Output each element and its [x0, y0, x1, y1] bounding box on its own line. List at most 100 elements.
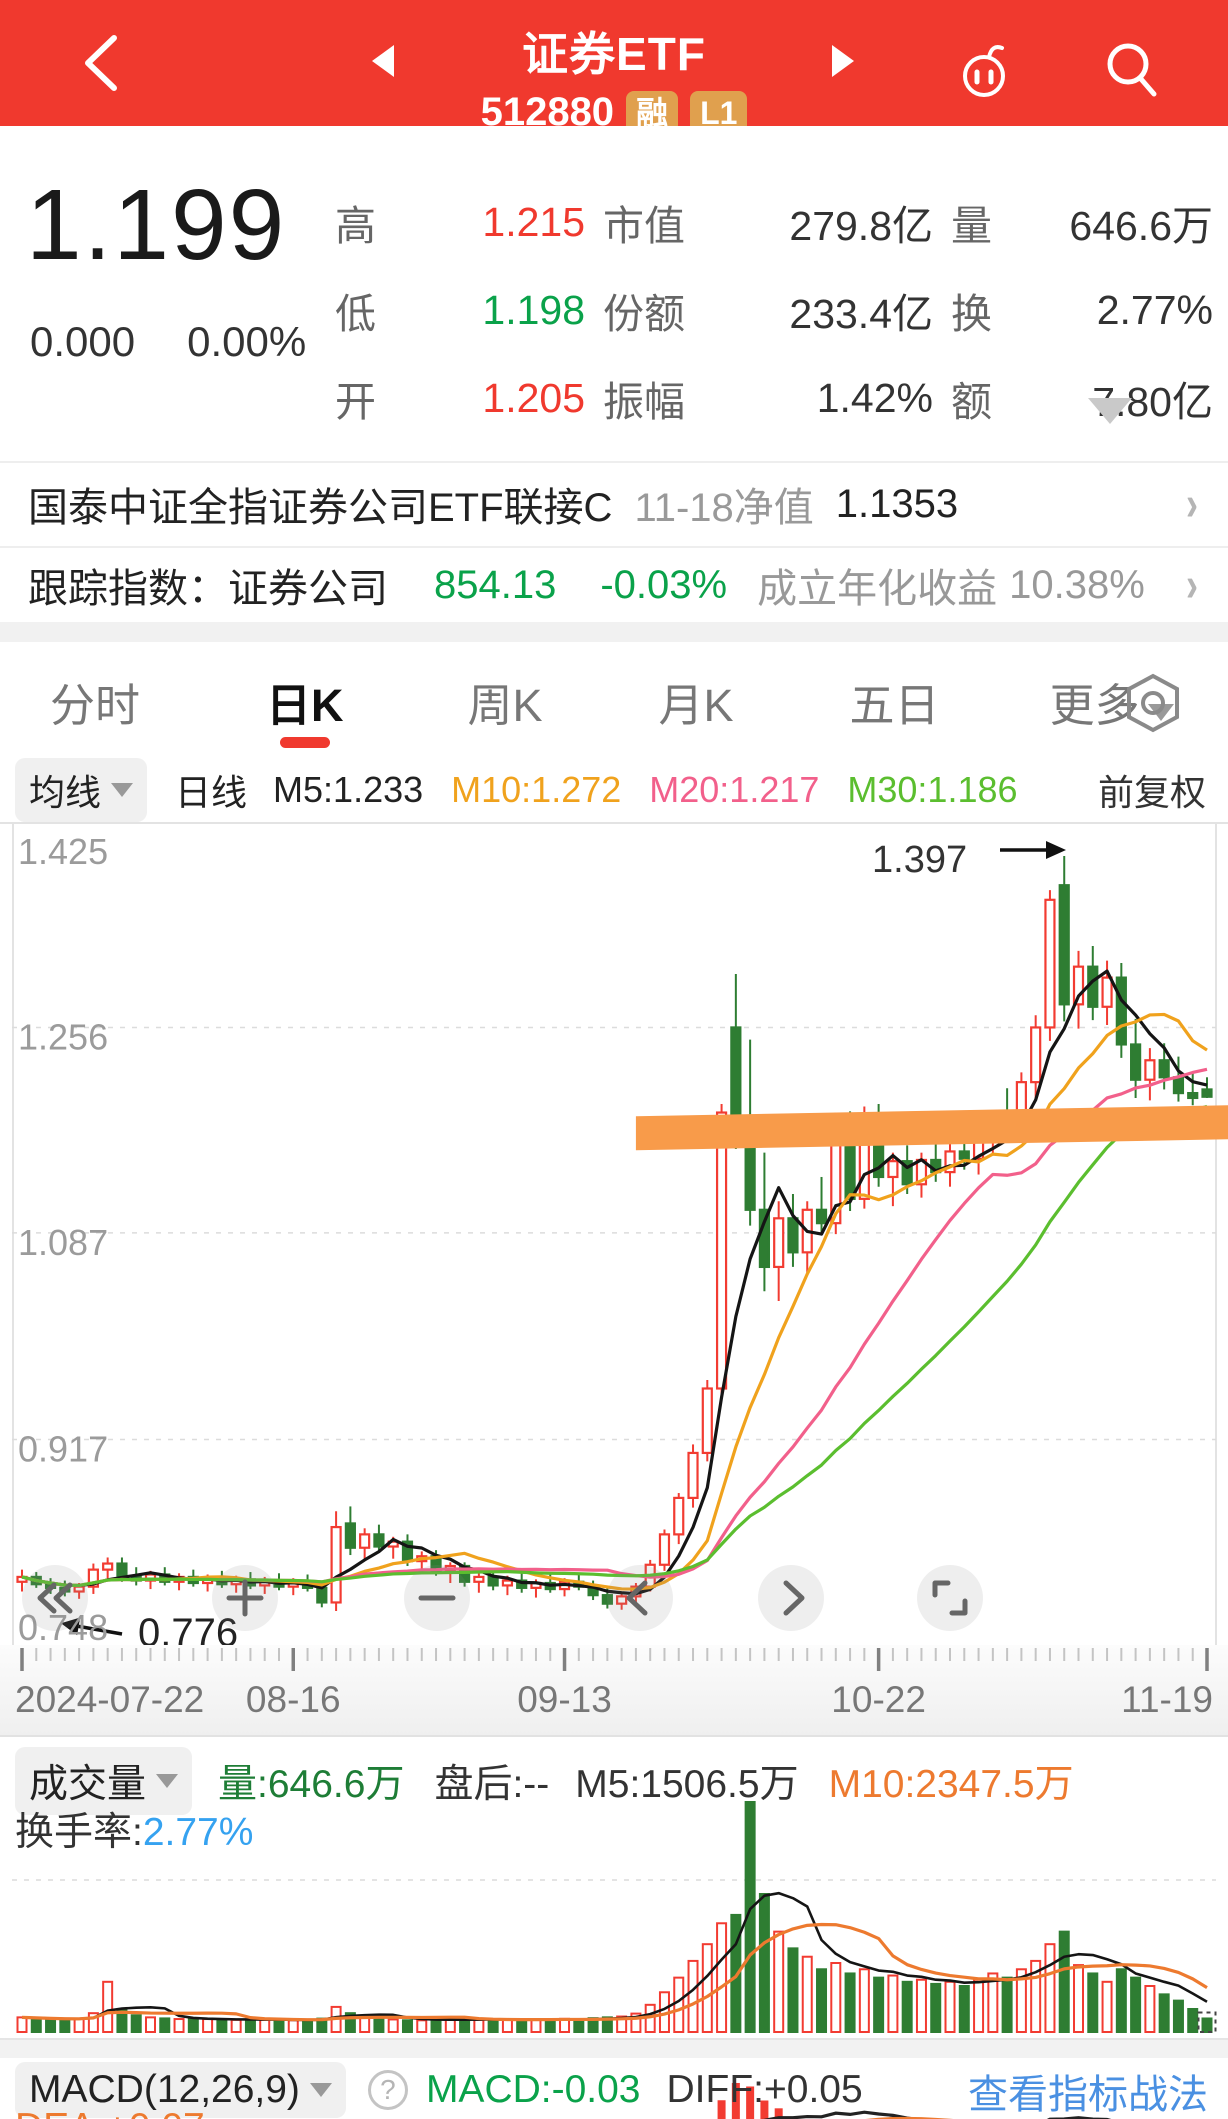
stat-value: 1.215 — [482, 198, 585, 245]
svg-text:1.256: 1.256 — [18, 1016, 108, 1057]
robot-assistant-icon[interactable] — [948, 36, 1020, 102]
period-tabs: 分时 日K 周K 月K 五日 更多 — [0, 642, 1228, 760]
fund-nav-label: 11-18净值 — [634, 486, 814, 530]
svg-text:0.776: 0.776 — [138, 1611, 238, 1645]
adjust-mode-button[interactable]: 前复权 — [1097, 772, 1206, 813]
app-header: 证券ETF 512880 融 L1 — [0, 0, 1228, 135]
chart-settings-icon[interactable] — [1118, 668, 1188, 749]
quote-panel: 1.199 0.000 0.00% 高 1.215 市值 279.8亿量 646.6万低 1… — [0, 126, 1228, 460]
ma-selector-chip[interactable]: 均线 — [15, 758, 148, 822]
svg-text:0.917: 0.917 — [18, 1429, 108, 1470]
tab-weekly-k[interactable]: 周K — [467, 679, 543, 731]
stat-item: 高 1.215 — [335, 192, 585, 252]
macd-header: MACD(12,26,9) ? MACD:-0.03 DIFF:+0.05 — [15, 2062, 863, 2118]
stat-value: 233.4亿 — [789, 291, 933, 337]
svg-text:1.087: 1.087 — [18, 1222, 108, 1263]
x-label: 2024-07-22 — [15, 1679, 205, 1720]
page-title: 证券ETF — [522, 28, 706, 80]
stat-item: 换 2.77% — [951, 280, 1213, 340]
change-percent: 0.00% — [187, 318, 307, 365]
tab-monthly-k[interactable]: 月K — [658, 679, 734, 731]
stat-label: 高 — [335, 203, 376, 249]
svg-text:1.425: 1.425 — [18, 831, 108, 872]
back-icon[interactable] — [78, 32, 122, 94]
after-hours-volume: 盘后:-- — [434, 1763, 550, 1806]
stat-value: 1.205 — [482, 374, 585, 421]
prev-stock-icon[interactable] — [372, 45, 394, 77]
stat-value: 2.77% — [1096, 286, 1213, 333]
tracking-label: 跟踪指数： — [28, 567, 228, 611]
zoom-in-button[interactable] — [212, 1565, 278, 1631]
stat-item: 量 646.6万 — [951, 192, 1213, 252]
search-icon[interactable] — [1100, 36, 1166, 102]
stat-value: 279.8亿 — [789, 203, 933, 249]
expand-stats-icon[interactable] — [1088, 398, 1132, 424]
volume-ma5: M5:1506.5万 — [575, 1763, 799, 1806]
ma10-value: M10:1.272 — [451, 769, 622, 810]
turnover-label: 换手率: — [15, 1811, 143, 1854]
fund-name: 国泰中证全指证券公司ETF联接C — [28, 486, 613, 530]
x-axis: 2024-07-22 08-16 09-13 10-22 11-19 — [0, 1645, 1228, 1737]
stat-label: 量 — [951, 203, 992, 249]
tracking-index-row[interactable]: 跟踪指数： 证券公司 854.13 -0.03% 成立年化收益 10.38% › — [0, 546, 1228, 622]
annual-return-label: 成立年化收益 — [757, 567, 998, 611]
fund-link-row[interactable]: 国泰中证全指证券公司ETF联接C 11-18净值 1.1353 › — [0, 461, 1228, 545]
stat-item: 份额 233.4亿 — [603, 280, 933, 340]
axis-ticks — [20, 1648, 1209, 1671]
tracking-value: 854.13 — [434, 562, 557, 607]
volume-value: 量:646.6万 — [218, 1763, 405, 1806]
ma-period-label: 日线 — [175, 772, 248, 813]
stat-item: 开 1.205 — [335, 368, 585, 428]
chart-border-top — [0, 822, 1228, 824]
scroll-fast-left-button[interactable] — [22, 1565, 88, 1631]
tab-five-day[interactable]: 五日 — [849, 679, 940, 731]
svg-text:0.748: 0.748 — [18, 1607, 108, 1645]
candlestick-chart: 1.397 0.776 1.425 1.256 1.087 0.917 0.748 — [0, 822, 1228, 1645]
stat-label: 换 — [951, 291, 992, 337]
tracking-name: 证券公司 — [228, 567, 388, 611]
section-divider — [0, 2038, 1228, 2058]
chevron-down-icon — [156, 1774, 179, 1788]
scroll-left-button[interactable] — [607, 1565, 673, 1631]
tab-daily-k[interactable]: 日K — [258, 669, 352, 748]
last-price: 1.199 — [26, 169, 287, 281]
stat-label: 份额 — [603, 291, 685, 337]
chevron-right-icon: › — [1186, 477, 1199, 531]
price-change: 0.000 0.00% — [30, 318, 358, 366]
chevron-right-icon: › — [1186, 558, 1199, 612]
stat-item: 市值 279.8亿 — [603, 192, 933, 252]
change-value: 0.000 — [30, 318, 136, 365]
svg-text:1.397: 1.397 — [872, 839, 967, 881]
help-icon[interactable]: ? — [367, 2070, 408, 2110]
ma5-value: M5:1.233 — [273, 769, 424, 810]
fund-nav-value: 1.1353 — [835, 481, 959, 526]
stat-label: 低 — [335, 291, 376, 337]
indicator-strategy-link[interactable]: 查看指标战法 — [968, 2073, 1208, 2117]
turnover-value: 2.77% — [142, 1811, 254, 1854]
stat-item: 低 1.198 — [335, 280, 585, 340]
stat-value: 646.6万 — [1069, 203, 1213, 249]
tracking-percent: -0.03% — [600, 562, 728, 607]
x-label: 08-16 — [245, 1679, 341, 1720]
tab-more[interactable]: 更多 — [1042, 669, 1182, 734]
tab-fenshi[interactable]: 分时 — [50, 679, 141, 731]
next-stock-icon[interactable] — [832, 45, 854, 77]
volume-header: 成交量 量:646.6万 盘后:-- M5:1506.5万 M10:2347.5… — [15, 1747, 1074, 1815]
diff-value: DIFF:+0.05 — [666, 2068, 863, 2111]
scroll-right-button[interactable] — [758, 1565, 824, 1631]
zoom-out-button[interactable] — [404, 1565, 470, 1631]
fullscreen-button[interactable] — [917, 1565, 983, 1631]
section-divider — [0, 622, 1228, 642]
volume-indicator-chip[interactable]: 成交量 — [15, 1747, 193, 1815]
title-block: 证券ETF 512880 融 L1 — [0, 0, 1228, 135]
chevron-down-icon — [309, 2083, 332, 2097]
dea-value: DEA:+0.07 — [15, 2106, 205, 2119]
macd-indicator-chip[interactable]: MACD(12,26,9) — [15, 2062, 346, 2118]
ma20-value: M20:1.217 — [649, 769, 820, 810]
volume-ma10: M10:2347.5万 — [828, 1763, 1074, 1806]
macd-plot — [717, 2082, 1112, 2119]
stat-value: 1.198 — [482, 286, 585, 333]
stat-item: 额 7.80亿 — [951, 368, 1213, 428]
ma-legend-bar: 均线 日线 M5:1.233 M10:1.272 M20:1.217 M30:1… — [0, 758, 1228, 822]
macd-panel: MACD(12,26,9) ? MACD:-0.03 DIFF:+0.05 查看… — [0, 2058, 1228, 2119]
